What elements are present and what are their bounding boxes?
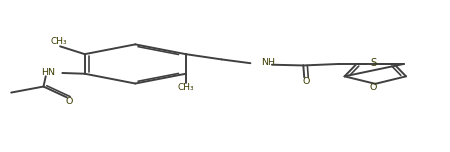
Text: HN: HN [41, 68, 55, 77]
Text: NH: NH [261, 58, 275, 67]
Text: S: S [371, 58, 377, 68]
Text: CH₃: CH₃ [51, 37, 68, 46]
Text: CH₃: CH₃ [177, 83, 194, 92]
Text: O: O [302, 77, 310, 86]
Text: O: O [370, 83, 377, 92]
Text: O: O [65, 97, 73, 106]
